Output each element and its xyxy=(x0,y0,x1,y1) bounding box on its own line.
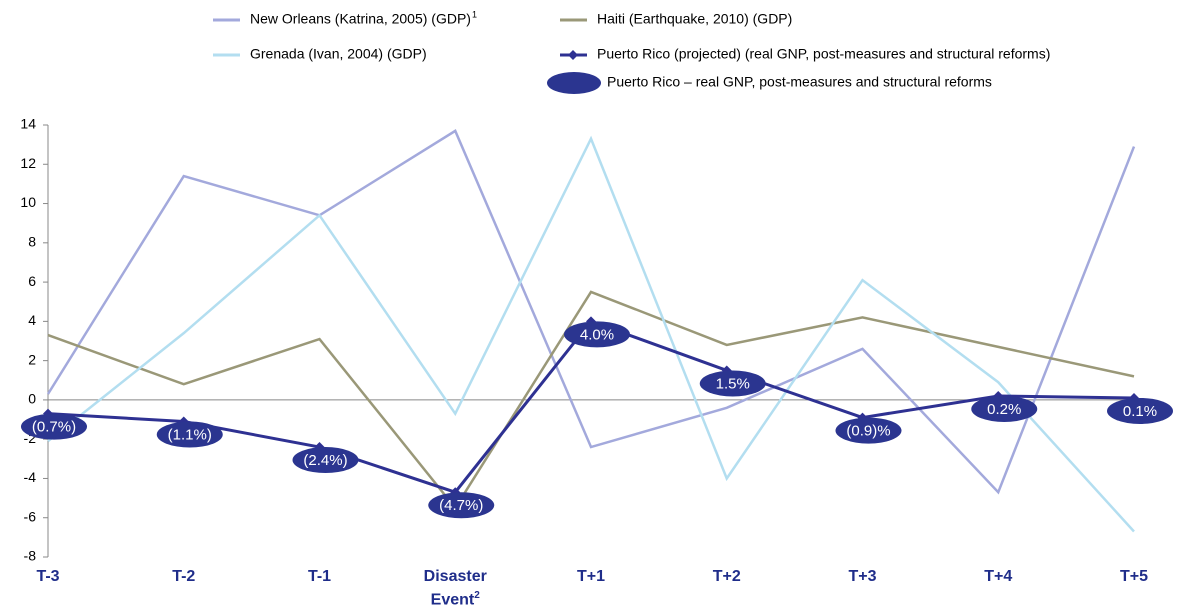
value-label-bubble xyxy=(292,447,359,474)
y-tick-label: 6 xyxy=(28,273,36,289)
series-line xyxy=(47,290,1135,511)
value-label-bubble xyxy=(564,321,630,348)
value-label-bubble xyxy=(971,395,1038,422)
value-label-bubble xyxy=(21,413,87,440)
x-tick-label-group: T+1 xyxy=(541,567,641,586)
x-tick-label-group: T-2 xyxy=(134,567,234,586)
value-label: 4.0% xyxy=(580,326,614,343)
x-tick-label: T-2 xyxy=(172,568,196,585)
value-label: 0.2% xyxy=(987,401,1021,418)
value-label-bubble xyxy=(1107,397,1173,424)
y-tick-label: -6 xyxy=(24,508,37,524)
x-tick-label: T+5 xyxy=(1119,568,1148,585)
y-tick-label: 0 xyxy=(28,391,36,407)
y-tick-label: -8 xyxy=(24,548,37,564)
legend-bubble xyxy=(547,72,601,94)
x-tick-label: Disaster Event xyxy=(423,568,487,609)
value-label: 0.1% xyxy=(1123,403,1157,420)
y-tick-label: 8 xyxy=(28,234,36,250)
x-tick-label: T-1 xyxy=(307,568,332,585)
series-line xyxy=(47,135,1135,533)
x-tick-label-group: T-1 xyxy=(270,567,370,586)
legend-label: New Orleans (Katrina, 2005) (GDP) xyxy=(250,11,471,27)
x-tick-label: T+2 xyxy=(712,568,741,585)
x-tick-label: T+4 xyxy=(984,568,1013,585)
footnote-mark: 2 xyxy=(474,590,480,601)
x-tick-label-group: T+5 xyxy=(1084,567,1177,586)
value-label: (0.9)% xyxy=(846,423,890,440)
series-line xyxy=(46,129,1136,495)
value-label: (0.7%) xyxy=(32,419,76,436)
y-tick-label: 4 xyxy=(28,312,36,328)
value-label-bubble xyxy=(428,492,495,519)
legend-label: Puerto Rico (projected) (real GNP, post-… xyxy=(597,46,1050,62)
y-tick-label: 14 xyxy=(20,116,36,132)
value-label: 1.5% xyxy=(716,375,750,392)
y-tick-label: 2 xyxy=(28,351,36,367)
y-tick-label: 12 xyxy=(20,155,36,171)
value-label: (1.1%) xyxy=(168,426,212,443)
value-label: (4.7%) xyxy=(439,497,483,514)
legend-label: Haiti (Earthquake, 2010) (GDP) xyxy=(597,11,792,27)
x-tick-label: T+3 xyxy=(848,568,877,585)
x-tick-label: T+1 xyxy=(576,568,605,585)
value-label-bubble xyxy=(156,421,223,448)
x-tick-label-group: T-3 xyxy=(0,567,98,586)
legend-marker xyxy=(568,50,578,60)
x-tick-label-group: T+4 xyxy=(948,567,1048,586)
x-tick-label-group: Disaster Event2 xyxy=(405,567,505,609)
legend-label: Grenada (Ivan, 2004) (GDP) xyxy=(250,46,427,62)
legend-label: Puerto Rico – real GNP, post-measures an… xyxy=(607,74,992,90)
x-tick-label: T-3 xyxy=(36,568,60,585)
x-tick-label-group: T+2 xyxy=(677,567,777,586)
y-tick-label: -4 xyxy=(24,469,37,485)
value-label: (2.4%) xyxy=(303,452,347,469)
value-label-bubble xyxy=(699,370,766,397)
value-label-bubble xyxy=(835,417,902,444)
y-tick-label: 10 xyxy=(20,194,36,210)
legend-footnote: 1 xyxy=(472,9,477,19)
x-tick-label-group: T+3 xyxy=(813,567,913,586)
